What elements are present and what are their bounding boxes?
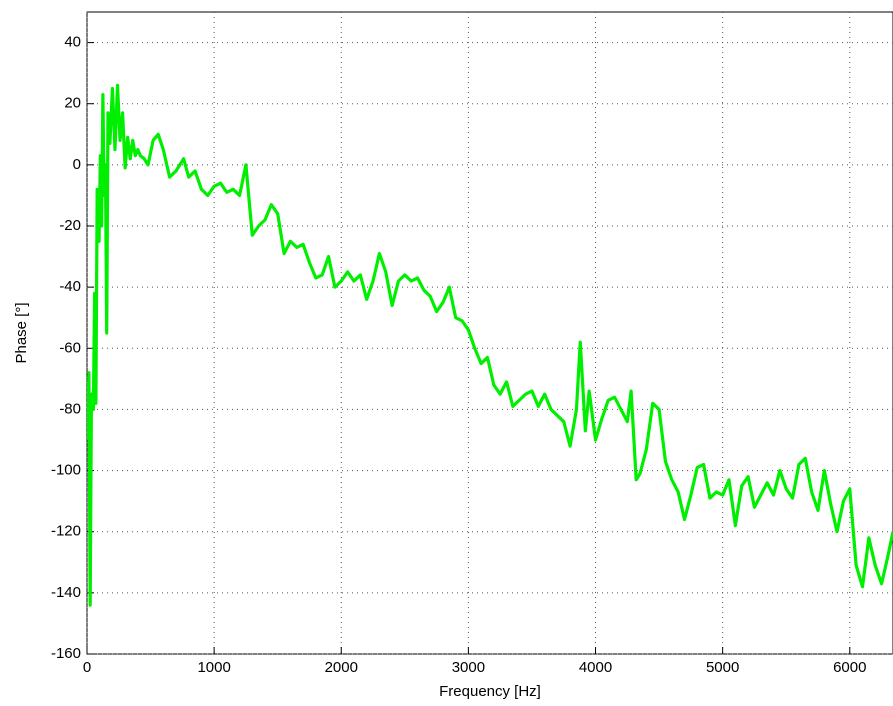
- x-tick-label: 2000: [325, 659, 358, 676]
- y-tick-label: 40: [64, 34, 81, 51]
- lines: [87, 83, 893, 607]
- x-tick-label: 5000: [706, 659, 739, 676]
- x-tick-label: 4000: [579, 659, 612, 676]
- x-tick-label: 1000: [197, 659, 230, 676]
- x-tick-label: 3000: [452, 659, 485, 676]
- data-line: [87, 83, 893, 607]
- y-tick-label: -80: [59, 400, 81, 417]
- y-tick-label: -60: [59, 339, 81, 356]
- y-tick-label: -100: [51, 462, 81, 479]
- y-tick-label: -20: [59, 217, 81, 234]
- y-tick-label: -120: [51, 523, 81, 540]
- y-tick-label: -140: [51, 584, 81, 601]
- x-tick-label: 0: [83, 659, 91, 676]
- y-axis-label: Phase [°]: [13, 302, 30, 363]
- x-axis-label: Frequency [Hz]: [439, 683, 541, 700]
- y-tick-label: -160: [51, 645, 81, 662]
- y-tick-label: 20: [64, 95, 81, 112]
- y-tick-label: -40: [59, 278, 81, 295]
- grid: -160 -140 -120 -100 -80 -60 -40 -20 0 20 40 0 1000 20…: [51, 12, 893, 676]
- plot-area: [86, 11, 893, 655]
- y-tick-label: 0: [73, 156, 81, 173]
- x-tick-label: 6000: [833, 659, 866, 676]
